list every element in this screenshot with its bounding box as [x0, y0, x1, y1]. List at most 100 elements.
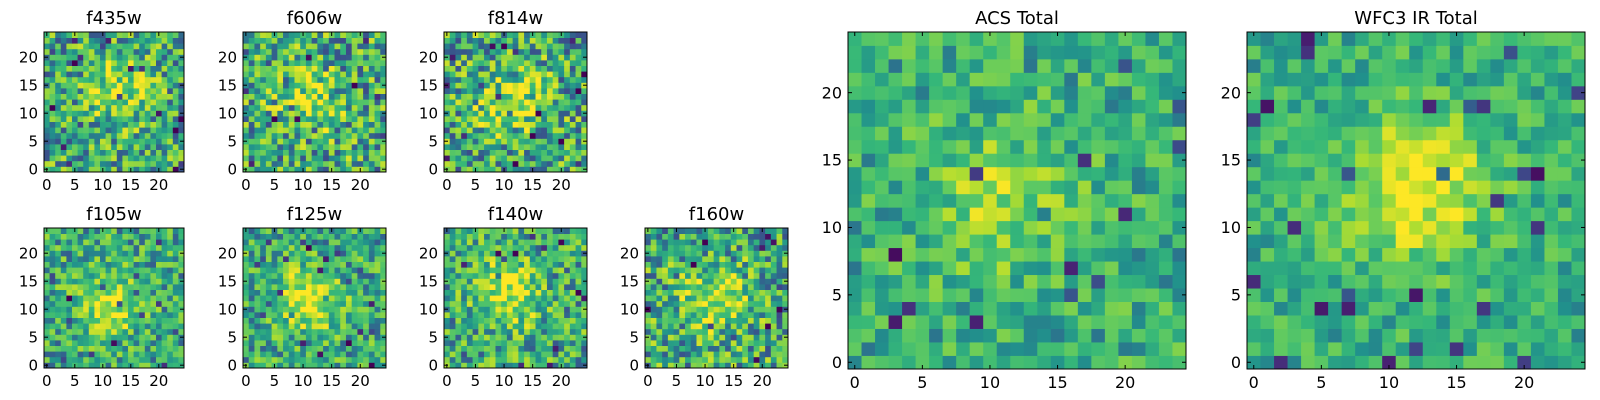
heatmap-cell [116, 312, 123, 318]
heatmap-cell [753, 278, 760, 285]
heatmap-cell [116, 76, 123, 83]
heatmap-cell [265, 261, 272, 268]
heatmap-cell [374, 362, 381, 369]
heatmap-cell [753, 323, 760, 330]
heatmap-cell [311, 323, 318, 330]
heatmap-cell [461, 284, 468, 290]
heatmap-cell [300, 65, 307, 72]
heatmap-cell [569, 228, 576, 234]
heatmap-cell [725, 244, 732, 251]
heatmap-cell [144, 250, 151, 257]
heatmap-cell [581, 104, 588, 111]
heatmap-cell [248, 48, 255, 55]
heatmap-cell [541, 138, 548, 145]
heatmap-cell [466, 138, 473, 145]
heatmap-cell [776, 328, 783, 335]
heatmap-cell [875, 301, 889, 316]
heatmap-cell [645, 261, 652, 268]
heatmap-cell [575, 278, 582, 285]
heatmap-cell [512, 239, 519, 246]
heatmap-cell [575, 345, 582, 352]
heatmap-cell [294, 351, 301, 358]
heatmap-cell [122, 76, 129, 83]
heatmap-cell [368, 149, 375, 156]
heatmap-cell [167, 256, 174, 262]
heatmap-cell [535, 54, 542, 61]
heatmap-cell [167, 272, 174, 279]
heatmap-cell [942, 342, 957, 356]
heatmap-cell [478, 362, 485, 369]
heatmap-cell [340, 256, 347, 262]
heatmap-cell [323, 48, 330, 55]
heatmap-cell [72, 356, 78, 363]
heatmap-cell [345, 43, 353, 50]
heatmap-cell [300, 116, 307, 122]
heatmap-cell [323, 166, 330, 173]
heatmap-cell [105, 88, 112, 94]
heatmap-cell [529, 256, 536, 262]
heatmap-cell [248, 340, 255, 346]
heatmap-cell [334, 144, 341, 150]
heatmap-cell [696, 323, 703, 330]
heatmap-cell [254, 149, 261, 156]
heatmap-cell [66, 32, 73, 38]
heatmap-cell [455, 144, 462, 150]
heatmap-cell [776, 295, 783, 302]
heatmap-cell [88, 356, 95, 363]
heatmap-cell [363, 239, 370, 246]
heatmap-cell [569, 149, 576, 156]
heatmap-cell [363, 323, 370, 330]
heatmap-cell [1010, 166, 1025, 181]
heatmap-cell [167, 116, 174, 122]
heatmap-cell [167, 362, 174, 369]
heatmap-cell [277, 37, 284, 44]
heatmap-cell [88, 340, 95, 346]
heatmap-cell [374, 250, 381, 257]
heatmap-cell [484, 144, 491, 150]
heatmap-cell [139, 340, 146, 346]
heatmap-cell [444, 48, 451, 55]
heatmap-cell [702, 312, 709, 318]
heatmap-cell [156, 250, 162, 257]
heatmap-cell [83, 99, 90, 106]
heatmap-cell [742, 328, 749, 335]
heatmap-cell [552, 71, 559, 78]
heatmap-cell [569, 289, 576, 296]
heatmap-cell [444, 261, 451, 268]
heatmap-cell [575, 60, 582, 66]
heatmap-cell [1077, 193, 1092, 208]
heatmap-cell [283, 351, 290, 358]
heatmap-cell [328, 244, 335, 251]
heatmap-cell [696, 250, 703, 257]
heatmap-cell [105, 65, 112, 72]
heatmap-cell [288, 155, 295, 162]
heatmap-cell [747, 256, 755, 262]
heatmap-cell [178, 99, 185, 106]
heatmap-cell [260, 323, 267, 330]
heatmap-cell [730, 278, 737, 285]
heatmap-cell [374, 267, 381, 274]
heatmap-cell [178, 160, 185, 167]
x-tick-label: 0 [643, 372, 653, 390]
heatmap-cell [133, 362, 140, 369]
heatmap-cell [673, 300, 680, 307]
heatmap-cell [288, 132, 295, 139]
heatmap-cell [713, 272, 720, 279]
heatmap-cell [167, 138, 174, 145]
heatmap-cell [328, 60, 335, 66]
heatmap-cell [512, 144, 519, 150]
heatmap-cell [575, 295, 582, 302]
heatmap-cell [161, 289, 168, 296]
heatmap-cell [172, 261, 179, 268]
heatmap-cell [1037, 247, 1052, 262]
heatmap-cell [44, 99, 50, 106]
heatmap-cell [956, 288, 971, 302]
heatmap-cell [305, 155, 313, 162]
heatmap-cell [55, 340, 62, 346]
heatmap-cell [518, 295, 525, 302]
heatmap-cell [455, 99, 462, 106]
heatmap-cell [178, 88, 185, 94]
heatmap-cell [66, 250, 73, 257]
heatmap-cell [374, 160, 381, 167]
heatmap-cell [271, 93, 278, 100]
